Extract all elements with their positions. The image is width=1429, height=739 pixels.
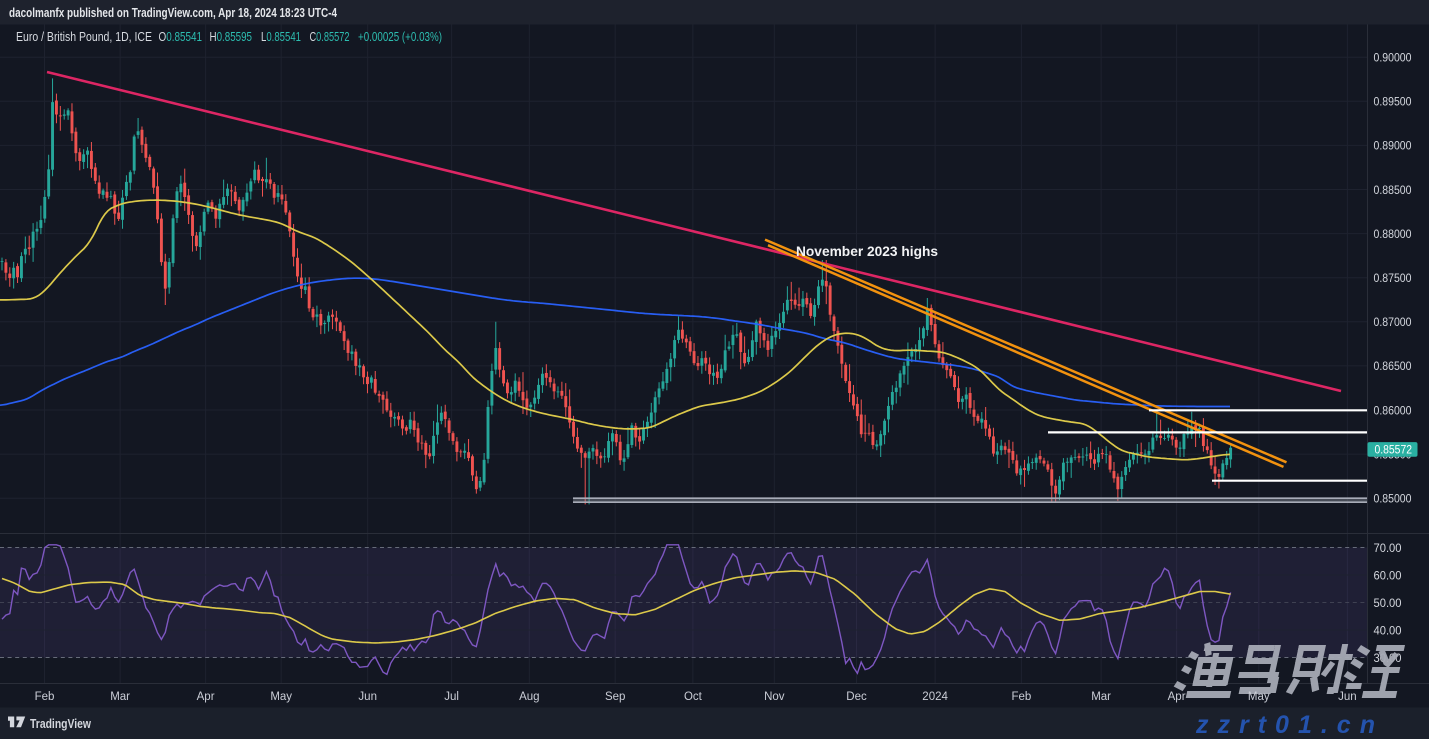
svg-text:Oct: Oct	[684, 691, 703, 703]
svg-text:Mar: Mar	[1091, 691, 1111, 703]
svg-text:Apr: Apr	[1168, 691, 1186, 703]
svg-text:0.90000: 0.90000	[1374, 51, 1412, 65]
svg-text:0.85572: 0.85572	[1375, 443, 1413, 457]
svg-text:TradingView: TradingView	[30, 716, 92, 731]
svg-text:H0.85595: H0.85595	[210, 30, 253, 44]
svg-text:L0.85541: L0.85541	[261, 30, 301, 44]
svg-text:Nov: Nov	[764, 691, 785, 703]
svg-text:O0.85541: O0.85541	[159, 30, 203, 44]
svg-text:Mar: Mar	[110, 691, 130, 703]
svg-text:May: May	[1248, 691, 1270, 703]
svg-text:70.00: 70.00	[1374, 541, 1402, 555]
svg-text:0.88000: 0.88000	[1374, 227, 1412, 241]
svg-text:Jul: Jul	[444, 691, 459, 703]
svg-text:Feb: Feb	[1011, 691, 1031, 703]
svg-text:+0.00025 (+0.03%): +0.00025 (+0.03%)	[358, 30, 442, 44]
svg-text:50.00: 50.00	[1374, 596, 1402, 610]
svg-text:40.00: 40.00	[1374, 623, 1402, 637]
svg-text:Sep: Sep	[605, 691, 625, 703]
svg-text:May: May	[270, 691, 292, 703]
svg-text:0.87000: 0.87000	[1374, 315, 1412, 329]
svg-text:0.88500: 0.88500	[1374, 183, 1412, 197]
svg-text:0.85000: 0.85000	[1374, 492, 1412, 506]
svg-text:November 2023 highs: November 2023 highs	[796, 244, 938, 259]
svg-text:Apr: Apr	[197, 691, 215, 703]
svg-text:Feb: Feb	[35, 691, 55, 703]
svg-text:0.86500: 0.86500	[1374, 359, 1412, 373]
svg-text:Jun: Jun	[358, 691, 377, 703]
svg-text:Euro / British Pound, 1D, ICE: Euro / British Pound, 1D, ICE	[16, 30, 152, 44]
svg-text:0.86000: 0.86000	[1374, 403, 1412, 417]
svg-text:Dec: Dec	[846, 691, 867, 703]
svg-text:60.00: 60.00	[1374, 568, 1402, 582]
svg-text:0.89500: 0.89500	[1374, 95, 1412, 109]
svg-text:0.89000: 0.89000	[1374, 139, 1412, 153]
svg-text:C0.85572: C0.85572	[310, 30, 350, 44]
svg-text:Jun: Jun	[1338, 691, 1357, 703]
svg-text:2024: 2024	[922, 691, 948, 703]
svg-text:dacolmanfx published on Tradin: dacolmanfx published on TradingView.com,…	[9, 6, 337, 20]
svg-text:zzrt01.cn: zzrt01.cn	[1195, 711, 1384, 739]
svg-text:0.87500: 0.87500	[1374, 271, 1412, 285]
svg-text:Aug: Aug	[519, 691, 539, 703]
